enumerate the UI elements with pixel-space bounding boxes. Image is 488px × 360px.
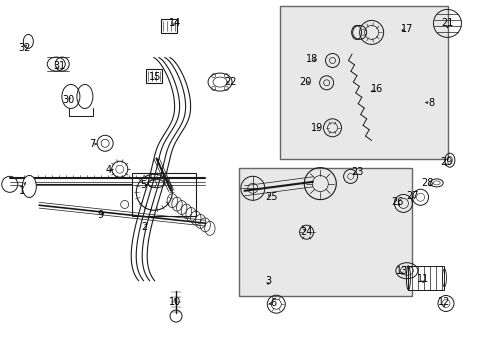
Bar [407,266,444,290]
Text: 27: 27 [405,191,418,201]
Text: 26: 26 [390,197,403,207]
Text: 19: 19 [310,123,323,133]
Text: 4: 4 [105,165,111,175]
Bar [146,69,162,82]
Text: 10: 10 [168,297,181,307]
Text: 23: 23 [350,167,363,177]
Text: 8: 8 [427,98,433,108]
Text: 29: 29 [439,157,451,167]
Bar [161,19,176,33]
Text: 1: 1 [19,186,25,196]
Text: 17: 17 [400,24,412,34]
Text: 6: 6 [270,298,276,309]
Text: 16: 16 [370,84,383,94]
Text: 30: 30 [62,95,75,105]
Text: 13: 13 [395,266,407,276]
Text: 5: 5 [140,180,146,190]
Text: 28: 28 [421,178,433,188]
Text: 20: 20 [299,77,311,87]
Text: 15: 15 [149,72,162,82]
Text: 31: 31 [53,61,66,71]
Text: 12: 12 [437,297,449,307]
Text: 24: 24 [300,227,312,237]
Bar [279,6,447,159]
Bar [238,168,411,296]
Text: 11: 11 [416,274,428,284]
Text: 14: 14 [168,18,181,28]
Text: 18: 18 [305,54,318,64]
Bar [132,173,195,216]
Text: 25: 25 [264,192,277,202]
Text: 7: 7 [89,139,95,149]
Text: 9: 9 [97,210,103,220]
Ellipse shape [22,175,36,198]
Text: 2: 2 [141,222,147,232]
Text: 21: 21 [440,18,453,28]
Text: 22: 22 [224,77,237,87]
Text: 3: 3 [264,276,270,286]
Text: 32: 32 [18,42,31,53]
